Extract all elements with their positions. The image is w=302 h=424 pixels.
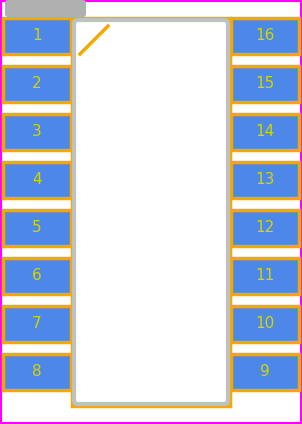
Text: 15: 15 [255,76,275,92]
Text: 1: 1 [32,28,42,44]
Text: 16: 16 [255,28,275,44]
Bar [231,162,299,198]
Bar [3,162,71,198]
Bar [231,114,299,150]
Text: 8: 8 [32,365,42,379]
FancyBboxPatch shape [74,20,228,404]
Bar [231,18,299,54]
Bar [3,66,71,102]
Bar [3,306,71,342]
FancyBboxPatch shape [5,0,86,17]
Bar [231,210,299,246]
Bar [231,306,299,342]
Text: 9: 9 [260,365,270,379]
Bar [231,258,299,294]
Bar [3,354,71,390]
Bar [231,66,299,102]
Text: 11: 11 [255,268,275,284]
Text: 4: 4 [32,173,42,187]
Bar [3,258,71,294]
Text: 3: 3 [32,125,42,139]
Bar [3,114,71,150]
Text: 12: 12 [255,220,275,235]
Text: 13: 13 [255,173,275,187]
Text: 10: 10 [255,316,275,332]
Text: 2: 2 [32,76,42,92]
Bar [231,354,299,390]
Text: 7: 7 [32,316,42,332]
Text: 14: 14 [255,125,275,139]
Bar [72,18,230,406]
Text: 6: 6 [32,268,42,284]
Text: 5: 5 [32,220,42,235]
Bar [3,18,71,54]
Bar [3,210,71,246]
